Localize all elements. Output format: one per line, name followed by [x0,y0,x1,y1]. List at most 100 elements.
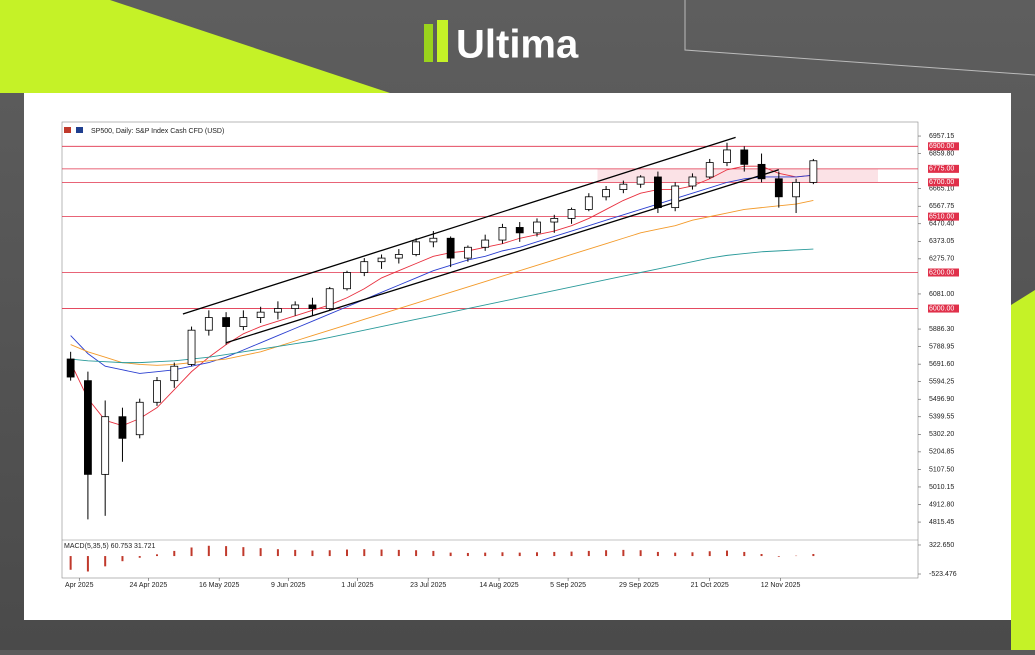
macd-bar [173,551,175,556]
macd-bar [415,550,417,556]
y-tick-label: 5204.85 [929,449,954,456]
candle-body [810,161,817,183]
candle-body [689,177,696,186]
x-tick-label: 12 Nov 2025 [761,582,801,589]
candle-body [534,222,541,233]
candle-body [724,150,731,163]
y-tick-label: 5010.15 [929,484,954,491]
level-label: 6000.00 [929,305,954,312]
y-tick-label: 6567.75 [929,203,954,210]
candle-body [378,258,385,262]
macd-bar [640,550,642,556]
candle-body [775,179,782,197]
x-tick-label: Apr 2025 [65,582,94,589]
macd-bar [588,551,590,556]
macd-bar [622,550,624,556]
macd-tick-label: -523.476 [929,571,957,578]
candle-body [257,312,264,317]
y-tick-label: 4912.80 [929,501,954,508]
x-tick-label: 5 Sep 2025 [550,582,586,589]
candle-body [516,227,523,232]
macd-bar [156,554,158,556]
candle-body [136,402,143,434]
macd-bar [329,550,331,556]
candle-body [482,240,489,247]
y-tick-label: 6081.00 [929,291,954,298]
macd-bar [139,556,141,558]
candle-body [637,177,644,184]
level-label: 6200.00 [929,269,954,276]
macd-bar [761,554,763,556]
level-label: 6775.00 [929,166,954,173]
macd-bar [260,548,262,556]
macd-bar [778,556,780,557]
candle-body [447,238,454,258]
macd-bar [242,547,244,556]
candle-body [620,184,627,189]
candle-body [499,227,506,240]
x-tick-label: 29 Sep 2025 [619,582,659,589]
y-tick-label: 6373.05 [929,238,954,245]
logo-icon [437,20,448,62]
x-tick-label: 9 Jun 2025 [271,582,306,589]
y-tick-label: 5107.50 [929,466,954,473]
y-tick-label: 5302.20 [929,431,954,438]
macd-bar [571,552,573,556]
candle-body [741,150,748,164]
chart-title: SP500, Daily: S&P Index Cash CFD (USD) [91,128,224,135]
candle-body [585,197,592,210]
macd-bar [87,556,89,571]
macd-bar [467,553,469,556]
candle-body [292,305,299,309]
y-tick-label: 5691.60 [929,361,954,368]
macd-bar [605,550,607,556]
candle-body [309,305,316,309]
candle-body [274,309,281,313]
macd-bar [208,546,210,556]
candle-body [223,318,230,327]
y-tick-label: 6957.15 [929,133,954,140]
macd-bar [726,551,728,556]
y-tick-label: 5594.25 [929,379,954,386]
candle-body [672,186,679,208]
y-tick-label: 5788.95 [929,343,954,350]
macd-bar [691,552,693,556]
candle-body [84,381,91,475]
candle-body [758,164,765,178]
candle-body [464,247,471,258]
x-tick-label: 24 Apr 2025 [129,582,167,589]
candle-body [361,262,368,273]
candle-body [119,417,126,439]
macd-bar [381,550,383,557]
macd-bar [553,552,555,556]
macd-bar [70,556,72,570]
candle-body [430,238,437,242]
macd-bar [501,552,503,556]
level-label: 6510.00 [929,213,954,220]
macd-bar [450,553,452,556]
macd-bar [121,556,123,561]
level-label: 6900.00 [929,143,954,150]
candle-body [568,209,575,218]
candle-body [171,366,178,380]
macd-bar [311,551,313,556]
y-tick-label: 6859.80 [929,150,954,157]
macd-bar [363,549,365,556]
logo-icon [424,24,433,62]
macd-bar [346,550,348,557]
y-tick-label: 5399.55 [929,414,954,421]
candle-body [603,190,610,197]
candle-body [154,381,161,403]
candle-body [102,417,109,475]
candle-body [793,182,800,196]
macd-bar [277,549,279,556]
accent-shape [1011,290,1035,650]
x-tick-label: 21 Oct 2025 [691,582,729,589]
candle-body [344,273,351,289]
symbol-icon [76,127,83,133]
macd-bar [536,552,538,556]
macd-bar [674,553,676,556]
y-tick-label: 6665.10 [929,186,954,193]
candle-body [413,242,420,255]
macd-bar [657,552,659,556]
